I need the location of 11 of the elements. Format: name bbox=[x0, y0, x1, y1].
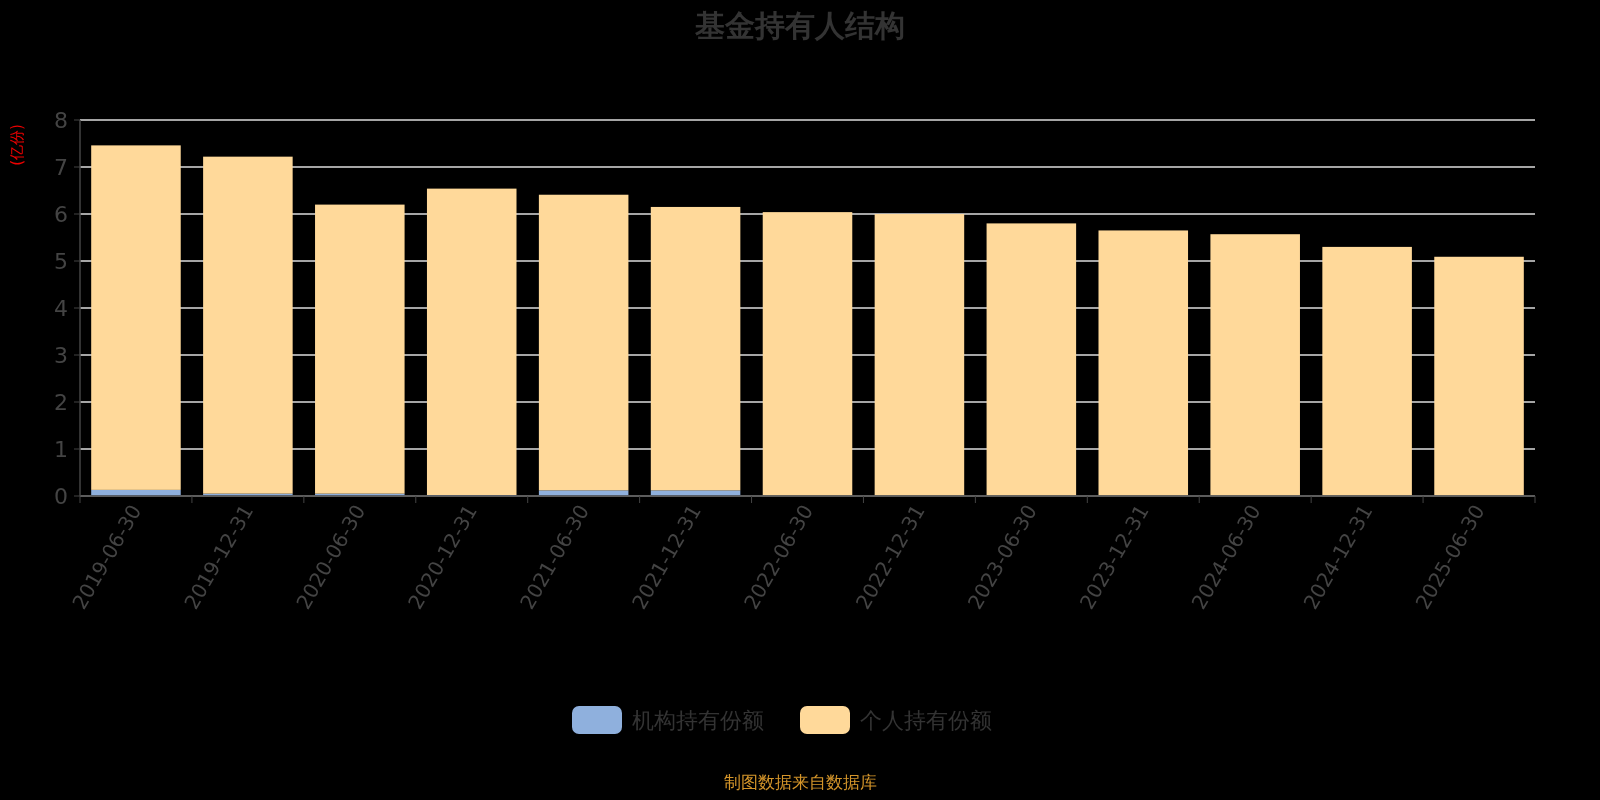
text: 制图数据来自数据库 bbox=[723, 772, 877, 792]
y-tick-label: 2 bbox=[54, 390, 68, 415]
y-tick-label: 8 bbox=[54, 108, 68, 133]
y-tick-label: 6 bbox=[54, 202, 68, 227]
y-tick-label: 5 bbox=[54, 249, 68, 274]
y-tick-label: 0 bbox=[54, 484, 68, 509]
y-tick-label: 4 bbox=[54, 296, 68, 321]
y-tick-label: 1 bbox=[54, 437, 68, 462]
y-tick-label: 3 bbox=[54, 343, 68, 368]
y-axis-title: (亿份) bbox=[8, 124, 26, 166]
y-tick-label: 7 bbox=[54, 155, 68, 180]
